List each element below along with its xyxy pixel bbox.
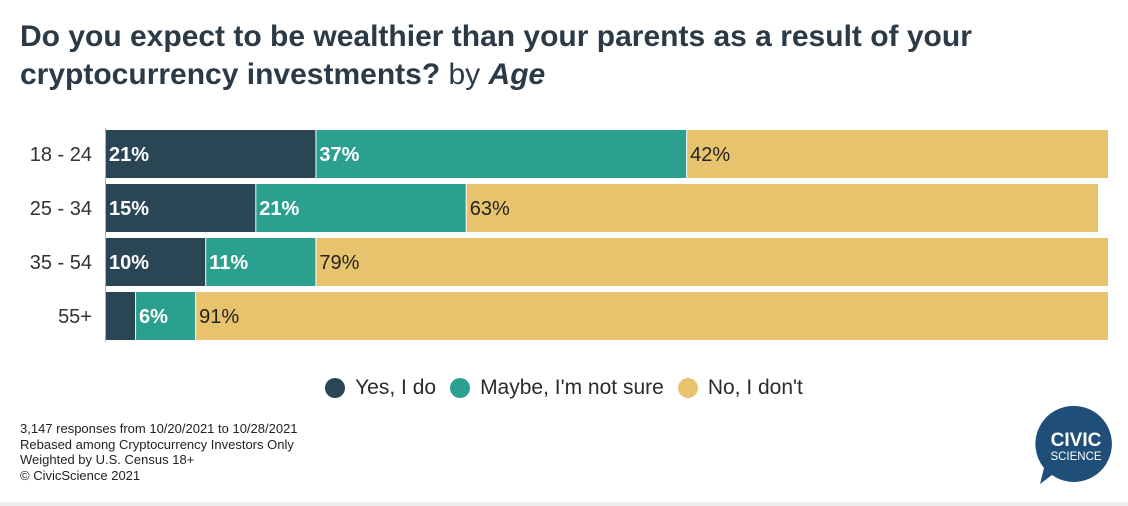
bar-segment-maybe: [206, 238, 316, 286]
bar-segment-no: [687, 130, 1108, 178]
data-label: 21%: [109, 144, 149, 166]
data-label: 37%: [319, 144, 359, 166]
legend-item-yes: Yes, I do: [325, 376, 436, 400]
y-tick-label: 25 - 34: [30, 198, 92, 220]
legend-swatch-no: [677, 378, 698, 398]
legend-label-maybe: Maybe, I'm not sure: [480, 376, 664, 399]
legend-item-no: No, I don't: [677, 376, 803, 400]
data-label: 79%: [319, 252, 359, 274]
logo-speech-bubble-icon: [1035, 405, 1112, 484]
bottom-divider: [0, 502, 1128, 506]
y-tick-label: 55+: [58, 306, 92, 328]
footnote-responses: 3,147 responses from 10/20/2021 to 10/28…: [20, 421, 298, 436]
legend-label-yes: Yes, I do: [355, 376, 437, 399]
y-tick-label: 35 - 54: [30, 252, 92, 274]
data-label: 91%: [199, 306, 239, 328]
chart-legend: Yes, I do Maybe, I'm not sure No, I don'…: [0, 376, 1128, 400]
footnote-weighting: Weighted by U.S. Census 18+: [20, 452, 195, 467]
y-tick-label: 18 - 24: [30, 144, 92, 166]
legend-item-maybe: Maybe, I'm not sure: [450, 376, 664, 400]
legend-label-no: No, I don't: [707, 376, 803, 399]
data-label: 21%: [259, 198, 299, 220]
footnote-rebased: Rebased among Cryptocurrency Investors O…: [20, 436, 294, 452]
civicscience-logo: CIVIC SCIENCE: [1035, 405, 1112, 484]
bar-segment-maybe: [136, 292, 196, 340]
bar-segment-maybe: [256, 184, 466, 232]
bar-segment-yes: [106, 184, 256, 232]
bar-segment-no: [196, 292, 1108, 340]
chart-title-segment: Age: [488, 58, 546, 91]
data-label: 42%: [690, 144, 730, 166]
data-label: 11%: [209, 252, 248, 274]
legend-swatch-yes: [325, 378, 346, 398]
legend-swatch-maybe: [450, 378, 471, 398]
bar-segment-no: [316, 238, 1108, 286]
bar-segment-yes: [106, 292, 136, 340]
data-label: 10%: [109, 252, 149, 274]
footnotes: 3,147 responses from 10/20/2021 to 10/28…: [20, 421, 298, 483]
logo-line-civic: CIVIC: [1051, 430, 1102, 451]
bar-segment-yes: [106, 130, 316, 178]
bar-segment-maybe: [316, 130, 687, 178]
bar-segment-yes: [106, 238, 206, 286]
chart-title: Do you expect to be wealthier than your …: [20, 18, 1100, 94]
data-label: 6%: [139, 306, 168, 328]
chart-title-by: by: [448, 58, 481, 91]
chart-title-main: Do you expect to be wealthier than your …: [20, 20, 972, 91]
data-label: 63%: [470, 198, 510, 220]
footnote-copyright: © CivicScience 2021: [20, 467, 141, 483]
bar-segment-no: [466, 184, 1098, 232]
data-label: 15%: [109, 198, 149, 220]
logo-line-science: SCIENCE: [1050, 451, 1101, 463]
stacked-bar-chart: 18 - 24 21% 37% 42% 25 - 34 15% 21% 63% 35 - 54 1…: [30, 128, 1108, 342]
